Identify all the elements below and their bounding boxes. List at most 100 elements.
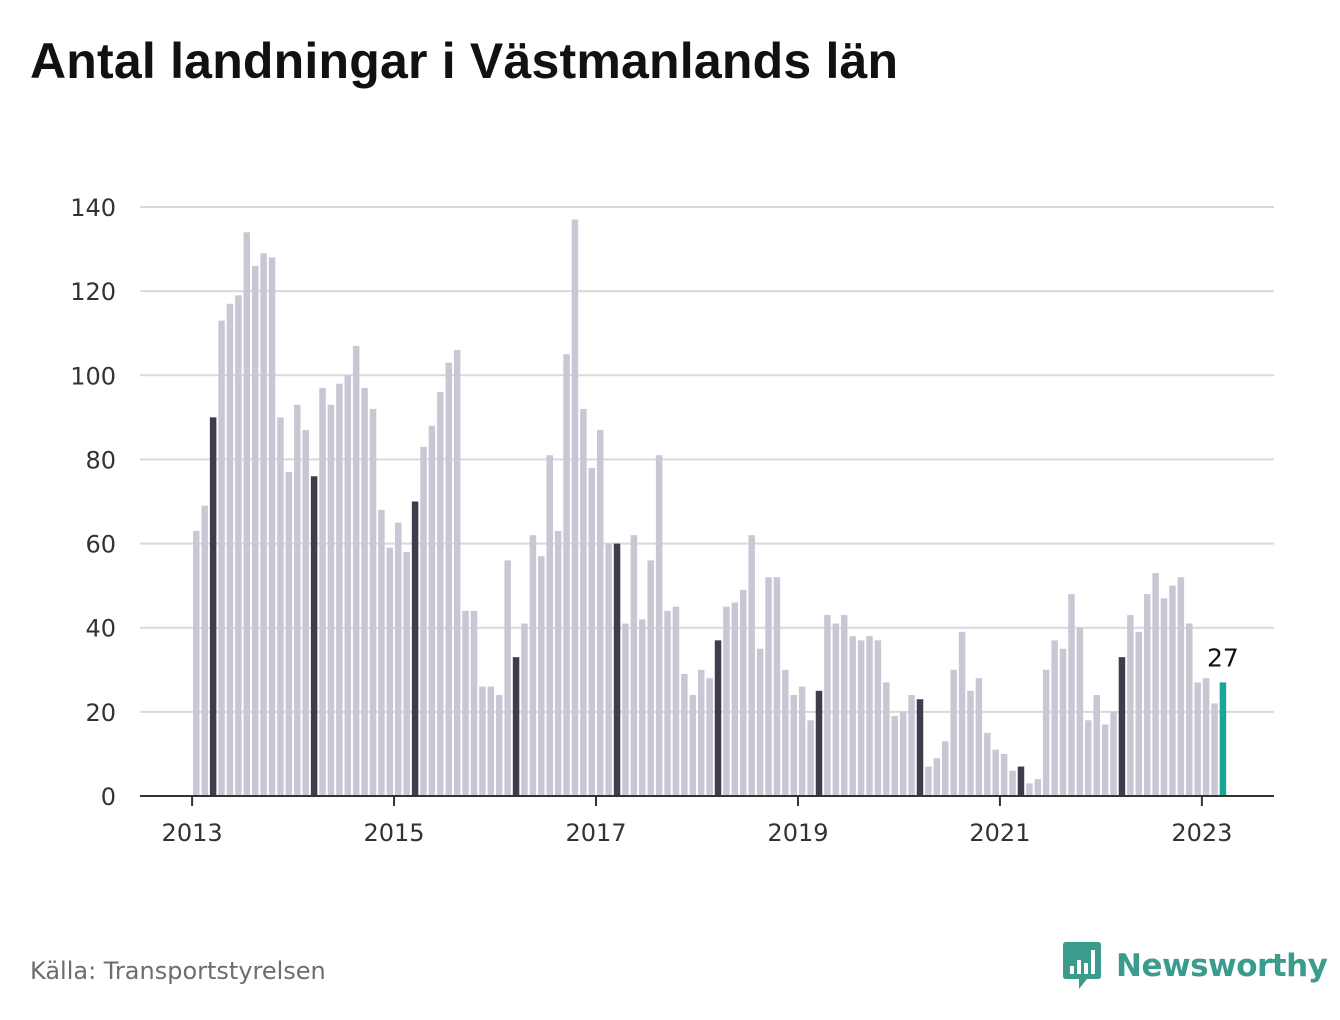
bar-84 (899, 711, 907, 796)
bar-71 (790, 695, 798, 796)
bar-122 (1219, 682, 1227, 796)
bar-0 (193, 530, 200, 796)
bar-82 (883, 682, 890, 796)
bar-103 (1059, 648, 1067, 796)
bar-42 (546, 455, 553, 796)
bar-70 (782, 669, 789, 796)
bar-28 (428, 425, 436, 796)
y-tick-label-20: 20 (85, 699, 116, 727)
bar-48 (596, 429, 604, 796)
bar-33 (470, 610, 478, 796)
gridlines (140, 206, 1274, 713)
bar-78 (849, 636, 856, 796)
bar-74 (815, 690, 823, 796)
bar-119 (1194, 682, 1201, 796)
bar-13 (302, 429, 309, 796)
bar-19 (352, 345, 360, 796)
bar-85 (908, 695, 915, 796)
bar-86 (916, 699, 924, 796)
bar-77 (841, 615, 848, 796)
bar-1 (201, 505, 208, 796)
bar-26 (411, 501, 419, 796)
bar-106 (1085, 720, 1092, 796)
bar-63 (723, 606, 730, 796)
bar-90 (950, 669, 957, 796)
bar-101 (1042, 669, 1050, 796)
bar-59 (689, 695, 697, 796)
bar-31 (453, 350, 461, 796)
x-tick-label-2019: 2019 (767, 819, 828, 847)
bar-55 (655, 455, 663, 796)
bar-91 (958, 631, 966, 796)
bar-108 (1101, 724, 1109, 796)
y-tick-label-40: 40 (85, 615, 116, 643)
bar-18 (344, 375, 352, 796)
x-axis-ticks (191, 796, 1203, 806)
bar-120 (1202, 678, 1210, 796)
bar-116 (1169, 585, 1176, 796)
bar-114 (1152, 573, 1159, 796)
bar-72 (798, 686, 806, 796)
bar-10 (277, 417, 284, 796)
bar-27 (420, 446, 427, 796)
bar-68 (765, 577, 772, 796)
bar-2 (209, 417, 217, 796)
bar-41 (538, 556, 545, 796)
chart-title: Antal landningar i Västmanlands län (30, 33, 899, 89)
x-axis-labels: 2013 2015 2017 2019 2021 2023 (162, 819, 1233, 847)
bar-62 (714, 640, 722, 796)
y-axis-labels: 0 20 40 60 80 100 120 140 (70, 194, 116, 811)
bar-66 (748, 535, 755, 796)
bar-40 (529, 535, 537, 796)
bar-60 (697, 669, 705, 796)
bar-92 (967, 690, 974, 796)
bar-61 (706, 678, 713, 796)
bar-4 (226, 303, 234, 796)
bar-75 (824, 615, 831, 796)
bar-58 (681, 673, 688, 796)
bar-65 (740, 589, 747, 796)
bar-16 (327, 404, 335, 796)
bar-112 (1135, 631, 1143, 796)
bar-54 (647, 560, 654, 796)
bar-79 (857, 640, 865, 796)
bar-7 (251, 265, 259, 796)
x-tick-label-2023: 2023 (1171, 819, 1232, 847)
bar-34 (479, 686, 486, 796)
bar-87 (925, 766, 932, 796)
bar-113 (1143, 594, 1151, 796)
bar-35 (487, 686, 495, 796)
bar-88 (933, 758, 941, 796)
y-tick-label-80: 80 (85, 446, 116, 474)
brand[interactable]: Newsworthy (1062, 940, 1328, 992)
bar-46 (580, 408, 587, 796)
bar-47 (588, 467, 596, 796)
brand-name: Newsworthy (1116, 948, 1328, 984)
bar-76 (832, 623, 840, 796)
bar-17 (336, 383, 343, 796)
bar-8 (260, 253, 267, 796)
bar-109 (1110, 711, 1117, 796)
bar-11 (285, 472, 293, 796)
bar-56 (664, 610, 671, 796)
bar-57 (672, 606, 680, 796)
bar-117 (1177, 577, 1185, 796)
bar-67 (756, 648, 764, 796)
bar-25 (403, 551, 410, 796)
bar-24 (395, 522, 402, 796)
bar-110 (1118, 657, 1126, 796)
bar-69 (773, 577, 781, 796)
bar-23 (386, 547, 394, 796)
bar-94 (984, 732, 991, 796)
bar-15 (319, 387, 326, 796)
y-tick-label-100: 100 (70, 362, 116, 390)
bar-111 (1127, 615, 1134, 796)
bar-96 (1000, 753, 1008, 796)
bar-118 (1186, 623, 1193, 796)
bar-44 (563, 354, 570, 796)
x-tick-label-2013: 2013 (162, 819, 223, 847)
bar-36 (495, 695, 503, 796)
y-tick-label-120: 120 (70, 278, 116, 306)
bar-95 (992, 749, 999, 796)
bar-50 (613, 543, 621, 796)
